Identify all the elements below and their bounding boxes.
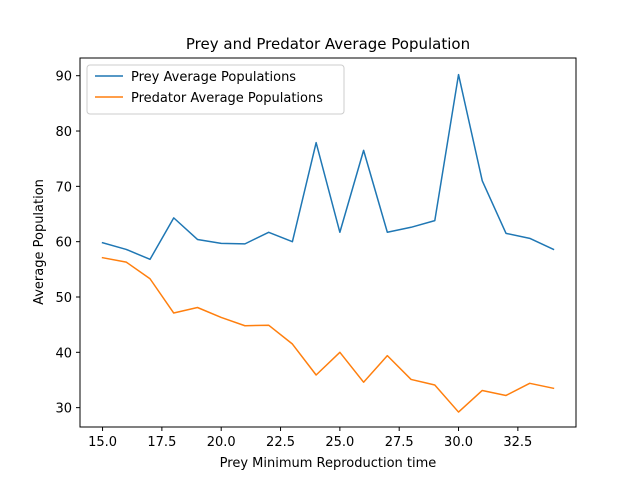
plot-lines bbox=[101, 73, 555, 413]
series-line-prey bbox=[101, 73, 555, 261]
legend-label-predator: Predator Average Populations bbox=[131, 91, 323, 106]
x-tick-label: 15.0 bbox=[88, 435, 117, 450]
y-tick-label: 30 bbox=[55, 402, 72, 417]
x-tick-label: 32.5 bbox=[503, 435, 532, 450]
y-tick-label: 50 bbox=[55, 291, 72, 306]
y-tick-label: 60 bbox=[55, 236, 72, 251]
plot-frame bbox=[79, 57, 577, 428]
y-tick-label: 90 bbox=[55, 70, 72, 85]
x-tick-label: 17.5 bbox=[147, 435, 176, 450]
legend: Prey Average Populations Predator Averag… bbox=[86, 64, 345, 115]
y-tick-label: 40 bbox=[55, 346, 72, 361]
y-tick-label: 80 bbox=[55, 125, 72, 140]
x-axis-title: Prey Minimum Reproduction time bbox=[220, 456, 437, 471]
x-tick-label: 30.0 bbox=[444, 435, 473, 450]
x-axis: 15.0 17.5 20.0 22.5 25.0 27.5 30.0 32.5 bbox=[88, 427, 532, 450]
y-axis-title: Average Population bbox=[32, 179, 47, 305]
legend-box bbox=[86, 64, 345, 115]
x-tick-label: 20.0 bbox=[207, 435, 236, 450]
series-line-predator bbox=[101, 256, 555, 413]
chart-title: Prey and Predator Average Population bbox=[186, 35, 470, 53]
x-tick-label: 22.5 bbox=[266, 435, 295, 450]
x-tick-label: 27.5 bbox=[385, 435, 414, 450]
legend-label-prey: Prey Average Populations bbox=[131, 70, 296, 85]
y-axis: 30 40 50 60 70 80 90 bbox=[55, 70, 80, 417]
y-tick-label: 70 bbox=[55, 180, 72, 195]
x-tick-label: 25.0 bbox=[325, 435, 354, 450]
